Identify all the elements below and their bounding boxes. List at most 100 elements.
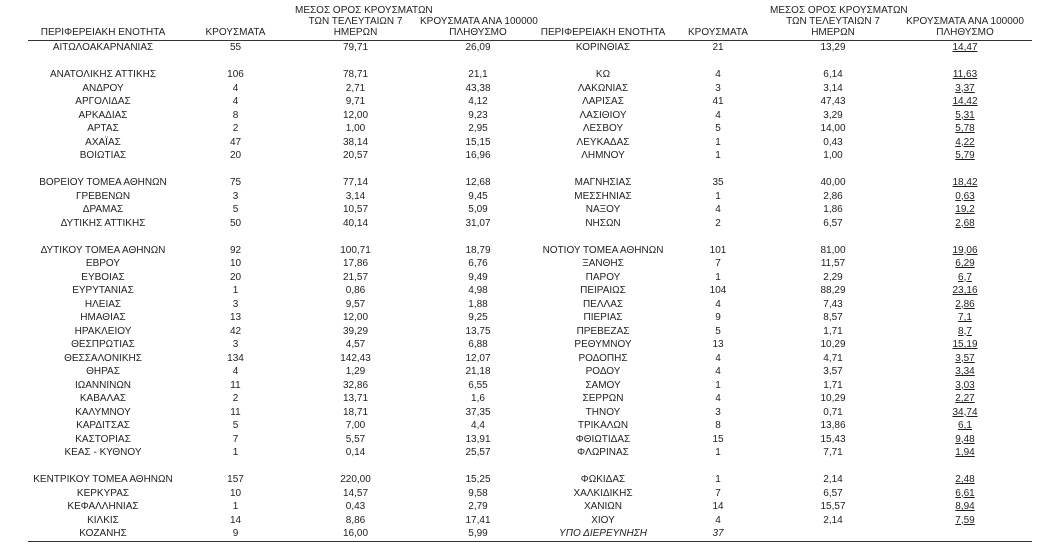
- right-cases-cell: 15: [712, 433, 724, 445]
- left-region-cell: ΑΧΑΪΑΣ: [85, 136, 121, 148]
- right-cases-cell: 1: [715, 271, 721, 283]
- left-avg7-cell: 9,57: [345, 298, 366, 310]
- right-cases-cell: 4: [715, 109, 721, 121]
- left-per100k-cell: 2,95: [468, 123, 488, 134]
- left-cases-cell: [178, 55, 293, 69]
- right-cases-cell: [668, 460, 768, 474]
- right-per100k-cell: 14,47: [952, 42, 978, 53]
- table-row: [28, 163, 1032, 177]
- right-region-cell: ΡΟΔΟΠΗΣ: [578, 352, 628, 364]
- right-per100k-cell: 18,42: [952, 177, 978, 188]
- right-avg7-cell: 2,14: [823, 474, 843, 485]
- left-per100k-cell: 15,25: [465, 474, 491, 485]
- left-cases-cell: 5: [232, 420, 239, 431]
- left-avg7-cell: 79,71: [342, 42, 369, 53]
- left-avg7-cell: 18,71: [342, 406, 369, 418]
- table-row: ΑΡΓΟΛΙΔΑΣ 4 9,71 4,12 ΛΑΡΙΣΑΣ 41 47,43 14,42: [28, 95, 1032, 109]
- header-line: ΗΜΕΡΩΝ: [333, 27, 378, 38]
- left-cases-cell: [178, 163, 293, 177]
- right-region-cell: ΜΑΓΝΗΣΙΑΣ: [574, 177, 632, 188]
- left-cases-cell: 92: [229, 244, 242, 256]
- header-line: ΚΡΟΥΣΜΑΤΑ ΑΝΑ 100000: [420, 16, 538, 27]
- left-avg7-cell: 13,71: [342, 393, 369, 404]
- left-cases-cell: 1: [232, 447, 239, 458]
- right-cases-cell: 1: [715, 190, 721, 202]
- table-row: ΑΙΤΩΛΟΑΚΑΡΝΑΝΙΑΣ 55 79,71 26,09 ΚΟΡΙΝΘΙΑΣ 21 1…: [28, 41, 1032, 55]
- left-region-cell: ΗΛΕΙΑΣ: [84, 298, 122, 310]
- table-row: ΑΡΤΑΣ 2 1,00 2,95 ΛΕΣΒΟΥ 5 14,00 5,78: [28, 122, 1032, 136]
- left-region-cell: ΚΟΖΑΝΗΣ: [79, 528, 127, 539]
- right-avg7-cell: 40,00: [820, 177, 846, 188]
- right-region-cell: ΝΟΤΙΟΥ ΤΟΜΕΑ ΑΘΗΝΩΝ: [542, 244, 664, 256]
- right-cases-cell: [668, 230, 768, 244]
- right-region-cell: ΥΠΟ ΔΙΕΡΕΥΝΗΣΗ: [559, 528, 647, 539]
- left-region-cell: ΗΜΑΘΙΑΣ: [80, 312, 126, 323]
- table-row: ΗΡΑΚΛΕΙΟΥ 42 39,29 13,75 ΠΡΕΒΕΖΑΣ 5 1,71 8,7: [28, 325, 1032, 339]
- left-avg7-cell: [293, 230, 418, 244]
- left-cases-cell: 3: [232, 339, 239, 350]
- right-cases-cell: 1: [715, 379, 721, 391]
- right-avg7-cell: [768, 163, 898, 177]
- left-per100k-cell: 4,12: [468, 96, 488, 107]
- right-cases-cell: 35: [712, 177, 724, 188]
- right-per100k-cell: 2,68: [955, 217, 975, 229]
- table-row: ΚΕΝΤΡΙΚΟΥ ΤΟΜΕΑ ΑΘΗΝΩΝ 157 220,00 15,25 ΦΩΚΙ…: [28, 473, 1032, 487]
- left-avg7-cell: 0,86: [345, 285, 366, 296]
- left-cases-cell: 50: [229, 217, 242, 229]
- left-per100k-cell: 9,58: [468, 487, 488, 499]
- left-avg7-cell: 32,86: [342, 379, 369, 391]
- left-region-cell: ΘΕΣΠΡΩΤΙΑΣ: [71, 339, 135, 350]
- header-cases-left: ΚΡΟΥΣΜΑΤΑ: [178, 5, 293, 41]
- left-per100k-cell: 5,99: [468, 528, 488, 539]
- left-cases-cell: 4: [232, 366, 239, 377]
- table-row: ΚΑΛΥΜΝΟΥ 11 18,71 37,35 ΤΗΝΟΥ 3 0,71 34,74: [28, 406, 1032, 420]
- left-region-cell: ΒΟΡΕΙΟΥ ΤΟΜΕΑ ΑΘΗΝΩΝ: [39, 177, 167, 188]
- right-cases-cell: 4: [715, 352, 721, 364]
- left-cases-cell: 2: [232, 123, 239, 134]
- right-region-cell: ΧΑΝΙΩΝ: [583, 501, 623, 512]
- right-region-cell: ΡΕΘΥΜΝΟΥ: [574, 339, 632, 350]
- right-region-cell: ΚΩ: [595, 69, 611, 80]
- left-per100k-cell: 12,07: [465, 352, 491, 364]
- left-cases-cell: 55: [229, 42, 242, 53]
- left-region-cell: ΚΕΝΤΡΙΚΟΥ ΤΟΜΕΑ ΑΘΗΝΩΝ: [33, 474, 173, 485]
- left-cases-cell: [178, 230, 293, 244]
- left-avg7-cell: 78,71: [342, 69, 369, 80]
- left-per100k-cell: 6,88: [468, 339, 488, 350]
- left-region-cell: ΔΥΤΙΚΟΥ ΤΟΜΕΑ ΑΘΗΝΩΝ: [40, 244, 166, 256]
- right-per100k-cell: 9,48: [955, 433, 975, 445]
- right-region-cell: [538, 163, 668, 177]
- right-per100k-cell: 3,34: [955, 366, 975, 377]
- right-avg7-cell: 81,00: [820, 244, 846, 256]
- left-per100k-cell: 15,15: [465, 136, 491, 148]
- right-region-cell: ΝΑΞΟΥ: [585, 204, 621, 215]
- left-cases-cell: 14: [229, 514, 242, 526]
- left-avg7-cell: 142,43: [340, 352, 371, 364]
- right-region-cell: ΦΘΙΩΤΙΔΑΣ: [575, 433, 631, 445]
- left-region-cell: ΚΕΦΑΛΛΗΝΙΑΣ: [67, 501, 139, 512]
- left-per100k-cell: 4,98: [468, 285, 488, 296]
- left-avg7-cell: 7,00: [345, 420, 366, 431]
- right-per100k-cell: 3,57: [955, 352, 975, 364]
- right-region-cell: ΛΕΣΒΟΥ: [582, 123, 624, 134]
- right-cases-cell: 4: [715, 204, 721, 215]
- right-cases-cell: 37: [712, 528, 724, 539]
- table-row: ΒΟΡΕΙΟΥ ΤΟΜΕΑ ΑΘΗΝΩΝ 75 77,14 12,68 ΜΑΓΝΗΣΙΑ…: [28, 176, 1032, 190]
- left-avg7-cell: 14,57: [342, 487, 369, 499]
- left-per100k-cell: 4,4: [471, 420, 485, 431]
- header-per100k-left: ΚΡΟΥΣΜΑΤΑ ΑΝΑ 100000 ΠΛΗΘΥΣΜΟ: [418, 5, 538, 41]
- right-cases-cell: 101: [709, 244, 727, 256]
- right-avg7-cell: 10,29: [820, 393, 846, 404]
- table-row: ΔΥΤΙΚΗΣ ΑΤΤΙΚΗΣ 50 40,14 31,07 ΝΗΣΩΝ 2 6,57 2,6…: [28, 217, 1032, 231]
- table-body: ΑΙΤΩΛΟΑΚΑΡΝΑΝΙΑΣ 55 79,71 26,09 ΚΟΡΙΝΘΙΑΣ 21 1…: [28, 41, 1032, 542]
- right-cases-cell: 3: [715, 82, 721, 94]
- right-avg7-cell: 3,57: [823, 366, 843, 377]
- left-region-cell: ΚΑΒΑΛΑΣ: [79, 393, 127, 404]
- right-region-cell: ΤΡΙΚΑΛΩΝ: [577, 420, 629, 431]
- left-cases-cell: 8: [232, 109, 239, 121]
- header-cases-right: ΚΡΟΥΣΜΑΤΑ: [668, 5, 768, 41]
- right-region-cell: ΠΕΙΡΑΙΩΣ: [580, 285, 626, 296]
- left-per100k-cell: 9,45: [468, 190, 488, 202]
- header-line: ΠΛΗΘΥΣΜΟ: [449, 27, 507, 38]
- right-cases-cell: [668, 163, 768, 177]
